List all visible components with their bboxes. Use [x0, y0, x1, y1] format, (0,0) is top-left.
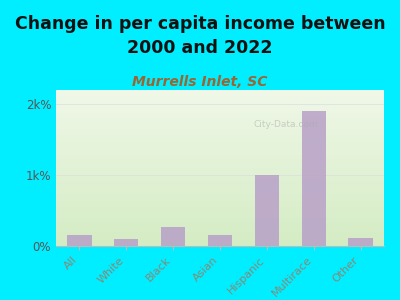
- Bar: [348, 238, 373, 246]
- Text: City-Data.com: City-Data.com: [253, 120, 318, 129]
- Text: Murrells Inlet, SC: Murrells Inlet, SC: [132, 76, 268, 89]
- Bar: [208, 236, 232, 246]
- Bar: [67, 236, 92, 246]
- Text: Change in per capita income between
2000 and 2022: Change in per capita income between 2000…: [15, 15, 385, 57]
- Bar: [114, 239, 138, 246]
- Bar: [302, 111, 326, 246]
- Bar: [255, 175, 279, 246]
- Bar: [161, 226, 185, 246]
